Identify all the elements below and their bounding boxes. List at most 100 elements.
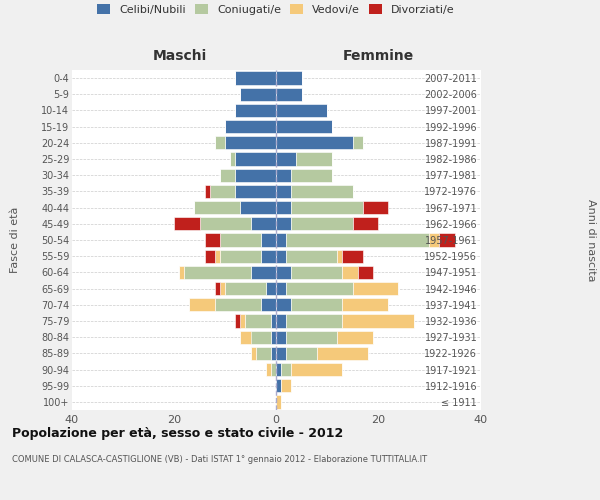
Bar [276, 363, 281, 376]
Bar [276, 217, 292, 230]
Text: Anni di nascita: Anni di nascita [586, 198, 596, 281]
Bar [215, 250, 220, 263]
Bar [286, 282, 353, 295]
Bar [358, 266, 373, 279]
Bar [199, 217, 251, 230]
Bar [225, 136, 276, 149]
Bar [276, 104, 327, 117]
Bar [292, 266, 342, 279]
Bar [276, 314, 286, 328]
Bar [276, 346, 286, 360]
Bar [251, 266, 276, 279]
Bar [292, 217, 353, 230]
Bar [276, 250, 286, 263]
Bar [353, 136, 362, 149]
Bar [286, 234, 429, 246]
Bar [342, 314, 414, 328]
Bar [296, 152, 332, 166]
Bar [266, 282, 276, 295]
Bar [220, 282, 225, 295]
Bar [276, 168, 292, 182]
Bar [292, 201, 363, 214]
Bar [220, 168, 235, 182]
Bar [276, 120, 332, 134]
Bar [276, 201, 292, 214]
Bar [260, 234, 276, 246]
Bar [205, 250, 215, 263]
Text: Popolazione per età, sesso e stato civile - 2012: Popolazione per età, sesso e stato civil… [12, 428, 343, 440]
Bar [235, 185, 276, 198]
Bar [240, 201, 276, 214]
Bar [225, 120, 276, 134]
Bar [353, 217, 378, 230]
Bar [271, 330, 276, 344]
Bar [276, 136, 353, 149]
Bar [235, 314, 240, 328]
Bar [317, 346, 368, 360]
Bar [337, 250, 342, 263]
Bar [281, 363, 292, 376]
Bar [276, 282, 286, 295]
Bar [281, 379, 292, 392]
Bar [240, 88, 276, 101]
Bar [337, 330, 373, 344]
Bar [240, 330, 251, 344]
Bar [260, 250, 276, 263]
Bar [429, 234, 439, 246]
Bar [439, 234, 455, 246]
Bar [205, 185, 210, 198]
Bar [245, 314, 271, 328]
Bar [276, 396, 281, 408]
Bar [271, 346, 276, 360]
Bar [215, 282, 220, 295]
Text: COMUNE DI CALASCA-CASTIGLIONE (VB) - Dati ISTAT 1° gennaio 2012 - Elaborazione T: COMUNE DI CALASCA-CASTIGLIONE (VB) - Dat… [12, 455, 427, 464]
Bar [210, 185, 235, 198]
Bar [286, 314, 342, 328]
Bar [286, 346, 317, 360]
Bar [276, 88, 302, 101]
Bar [271, 363, 276, 376]
Bar [286, 250, 337, 263]
Bar [271, 314, 276, 328]
Bar [362, 201, 388, 214]
Text: Maschi: Maschi [153, 48, 207, 62]
Text: Femmine: Femmine [343, 48, 413, 62]
Legend: Celibi/Nubili, Coniugati/e, Vedovi/e, Divorziati/e: Celibi/Nubili, Coniugati/e, Vedovi/e, Di… [94, 1, 458, 18]
Bar [215, 298, 260, 312]
Bar [286, 330, 337, 344]
Bar [190, 298, 215, 312]
Bar [276, 379, 281, 392]
Bar [205, 234, 220, 246]
Bar [276, 234, 286, 246]
Bar [215, 136, 225, 149]
Bar [251, 346, 256, 360]
Bar [225, 282, 266, 295]
Bar [353, 282, 398, 295]
Bar [194, 201, 240, 214]
Bar [292, 363, 342, 376]
Bar [276, 152, 296, 166]
Bar [251, 217, 276, 230]
Bar [276, 266, 292, 279]
Bar [220, 234, 260, 246]
Bar [276, 298, 292, 312]
Bar [292, 185, 353, 198]
Bar [174, 217, 199, 230]
Bar [179, 266, 184, 279]
Bar [220, 250, 260, 263]
Bar [276, 185, 292, 198]
Bar [235, 152, 276, 166]
Bar [276, 72, 302, 85]
Bar [342, 250, 362, 263]
Bar [342, 266, 358, 279]
Bar [235, 104, 276, 117]
Bar [230, 152, 235, 166]
Bar [184, 266, 251, 279]
Bar [251, 330, 271, 344]
Bar [256, 346, 271, 360]
Bar [260, 298, 276, 312]
Bar [240, 314, 245, 328]
Bar [266, 363, 271, 376]
Bar [276, 330, 286, 344]
Bar [292, 298, 342, 312]
